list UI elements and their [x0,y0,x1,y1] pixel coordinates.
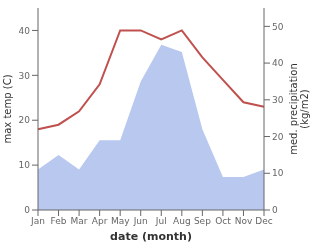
svg-text:date (month): date (month) [110,230,192,243]
svg-text:Sep: Sep [194,216,211,226]
svg-text:40: 40 [272,58,284,68]
svg-text:30: 30 [19,71,31,81]
svg-text:Aug: Aug [173,216,191,226]
svg-text:Dec: Dec [255,216,272,226]
svg-text:20: 20 [272,132,284,142]
svg-text:0: 0 [24,205,30,215]
svg-text:50: 50 [272,22,284,32]
svg-text:med. precipitation(kg/m2): med. precipitation(kg/m2) [288,63,310,155]
svg-text:10: 10 [272,168,284,178]
svg-text:40: 40 [19,26,31,36]
svg-text:Jun: Jun [133,216,148,226]
svg-text:Oct: Oct [215,216,231,226]
svg-text:Jul: Jul [155,216,167,226]
svg-text:20: 20 [19,115,31,125]
svg-text:Feb: Feb [51,216,67,226]
svg-text:May: May [111,216,130,226]
svg-text:Jan: Jan [30,216,45,226]
svg-text:0: 0 [272,205,278,215]
svg-text:max temp (C): max temp (C) [8,74,13,143]
svg-text:Mar: Mar [71,216,88,226]
svg-text:Apr: Apr [92,216,108,226]
svg-text:10: 10 [19,160,31,170]
svg-text:30: 30 [272,95,284,105]
svg-text:Nov: Nov [235,216,253,226]
